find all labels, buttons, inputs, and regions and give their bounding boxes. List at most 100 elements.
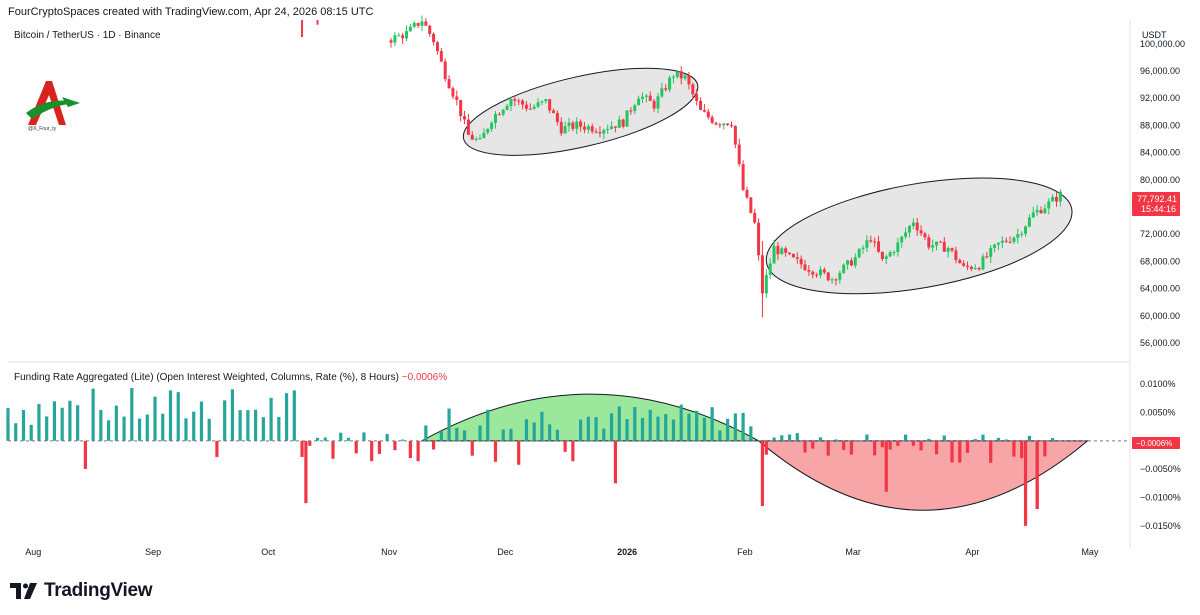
funding-bar <box>408 440 412 459</box>
candle-body <box>555 113 559 123</box>
symbol-title[interactable]: Bitcoin / TetherUS · 1D · Binance <box>14 30 161 41</box>
candle-body <box>927 237 931 248</box>
candle-body <box>633 105 637 112</box>
candle-body <box>660 88 664 97</box>
candle-body <box>687 75 691 85</box>
candle-body <box>900 236 904 243</box>
candle-body <box>757 222 761 256</box>
funding-bar <box>648 409 652 441</box>
tradingview-brand[interactable]: TradingView <box>10 578 153 604</box>
candle-body <box>621 119 625 127</box>
funding-bar <box>76 405 80 441</box>
candle-body <box>838 272 842 280</box>
candle-body <box>389 40 393 43</box>
funding-bar <box>223 400 227 441</box>
funding-bar <box>656 416 660 441</box>
funding-bar <box>842 440 846 450</box>
candle-body <box>695 94 699 101</box>
funding-bar <box>331 440 335 459</box>
funding-bar <box>439 431 443 441</box>
candle-body <box>931 245 935 248</box>
funding-bar <box>60 407 64 441</box>
candle-body <box>301 20 304 37</box>
funding-bar <box>184 418 188 441</box>
funding-bar <box>68 400 72 441</box>
funding-bar <box>470 440 474 456</box>
candle-body <box>641 96 645 99</box>
candle-body <box>1043 208 1047 214</box>
funding-bar <box>904 434 908 441</box>
candle-body <box>509 99 513 106</box>
candle-body <box>880 251 884 259</box>
funding-axis: 0.0100% 0.0050% −0.0050% −0.0100% −0.0150% <box>1140 379 1181 531</box>
candle-body <box>768 263 772 275</box>
candle-body <box>962 263 966 266</box>
funding-bar <box>393 440 397 451</box>
candle-body <box>729 125 733 127</box>
funding-bar <box>633 407 637 441</box>
funding-bar <box>880 440 884 448</box>
candle-body <box>316 20 319 25</box>
candle-body <box>501 109 505 115</box>
funding-bar <box>130 388 134 441</box>
funding-bar <box>749 426 753 441</box>
candle-body <box>532 106 536 109</box>
candle-body <box>648 95 652 101</box>
funding-bar <box>548 424 552 441</box>
candle-body <box>490 122 494 129</box>
candle-body <box>540 101 544 103</box>
candle-body <box>536 102 540 107</box>
candle-body <box>737 144 741 165</box>
funding-bar <box>555 429 559 441</box>
funding-bar <box>857 440 861 442</box>
last-price-value: 77,792.41 <box>1137 194 1177 204</box>
funding-bar <box>884 440 888 492</box>
candle-body <box>718 124 722 126</box>
candle-body <box>521 100 525 105</box>
candle-body <box>888 252 892 257</box>
funding-bar <box>772 437 776 441</box>
candle-body <box>590 126 594 132</box>
candle-body <box>865 240 869 248</box>
candle-body <box>393 35 397 43</box>
indicator-value: −0.0006% <box>401 372 448 383</box>
funding-bar <box>261 417 265 441</box>
funding-bar <box>702 417 707 441</box>
candle-body <box>849 260 853 266</box>
price-tick-label: 80,000.00 <box>1140 175 1180 185</box>
funding-bar <box>455 427 459 441</box>
candle-body <box>478 138 482 140</box>
candle-body <box>594 131 598 133</box>
candle-body <box>683 75 687 79</box>
candle-body <box>517 100 521 102</box>
candle-body <box>788 252 792 255</box>
candle-body <box>791 254 795 258</box>
indicator-legend[interactable]: Funding Rate Aggregated (Lite) (Open Int… <box>14 372 447 383</box>
funding-bar <box>586 416 590 441</box>
svg-text:−0.0006%: −0.0006% <box>1136 439 1172 448</box>
funding-bar <box>826 440 830 456</box>
candle-body <box>842 264 846 273</box>
time-tick-label: Mar <box>845 547 861 557</box>
funding-bar <box>540 411 544 441</box>
funding-bar <box>447 408 451 441</box>
candle-body <box>497 114 501 116</box>
price-tick-label: 84,000.00 <box>1140 148 1180 158</box>
positive-funding-area <box>420 393 761 442</box>
funding-tick-label: −0.0100% <box>1140 493 1181 503</box>
funding-bar <box>563 440 567 452</box>
funding-bar <box>153 396 157 441</box>
time-tick-label: Aug <box>25 547 41 557</box>
candle-body <box>985 256 989 258</box>
time-tick-label: 2026 <box>617 547 637 557</box>
candle-body <box>455 96 459 100</box>
funding-bar <box>424 425 428 441</box>
funding-bar <box>818 437 823 441</box>
funding-bar <box>354 440 358 454</box>
candle-body <box>714 122 718 125</box>
candle-body <box>656 96 660 109</box>
funding-bar <box>1020 440 1024 459</box>
funding-bar <box>308 440 312 446</box>
candle-body <box>513 99 517 101</box>
